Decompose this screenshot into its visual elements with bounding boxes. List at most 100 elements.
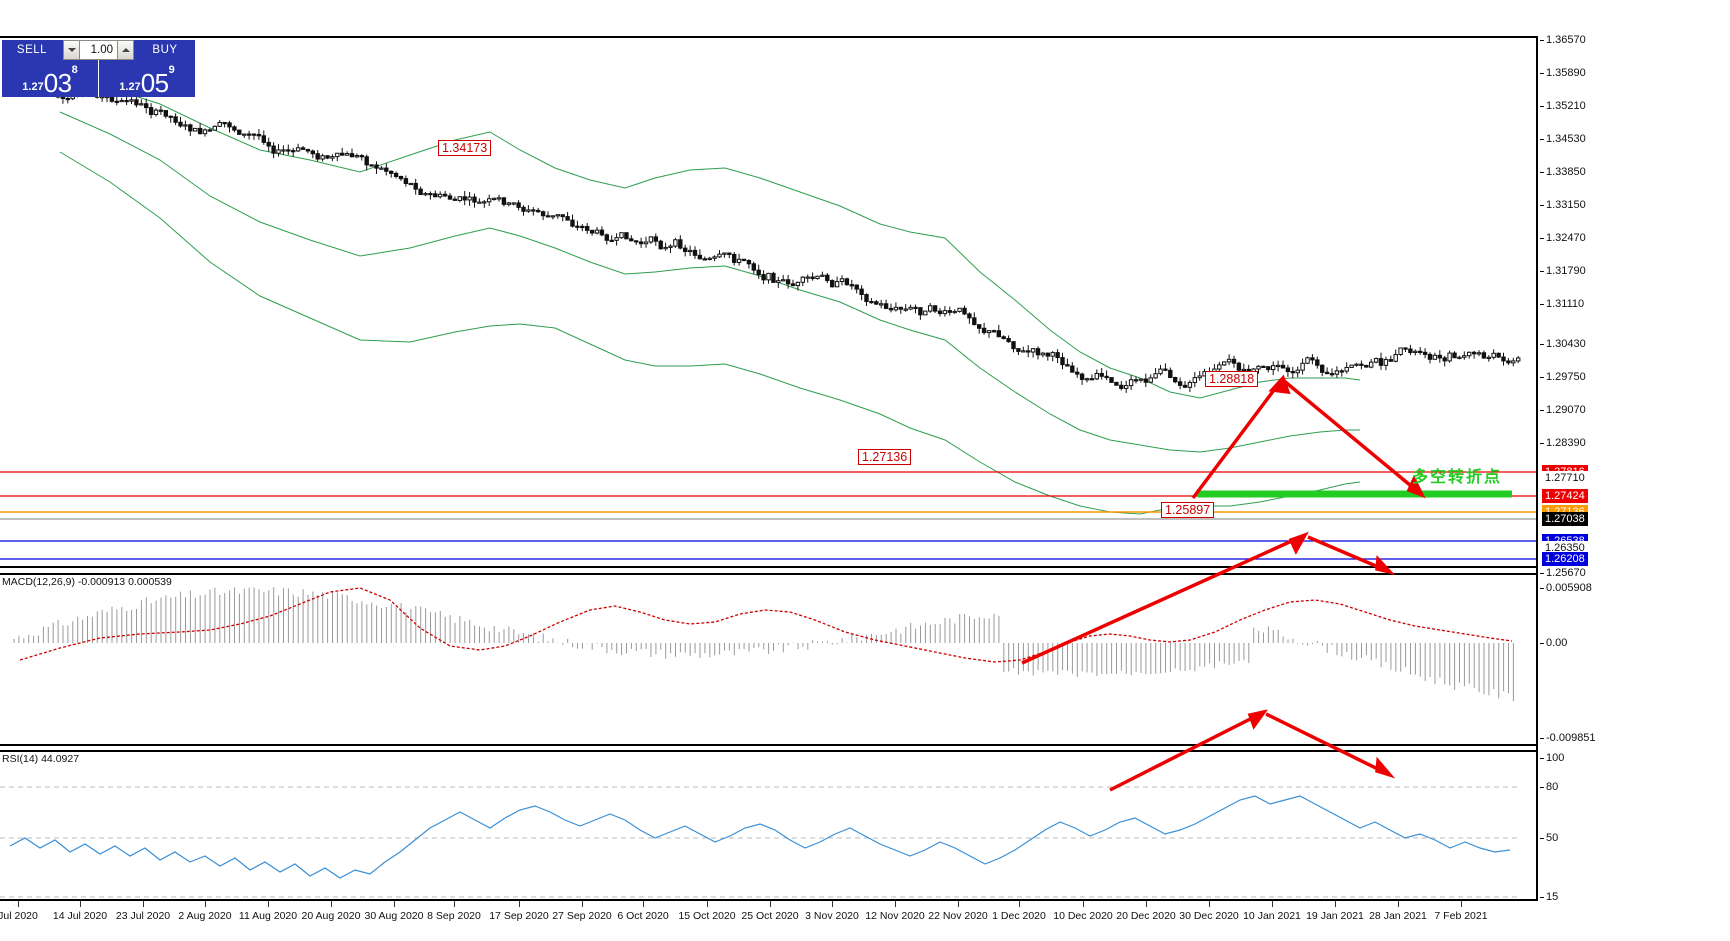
chart-price-label[interactable]: 1.27136 (858, 449, 912, 465)
price-tick: 1.35210 (1540, 100, 1586, 112)
one-click-trading-panel[interactable]: SELL 1.00 BUY 1.27 03 8 1.27 05 9 (2, 40, 195, 97)
time-axis-label: 11 Aug 2020 (238, 910, 298, 922)
price-tick: 1.31790 (1540, 265, 1586, 277)
price-tick: 1.31110 (1539, 298, 1585, 310)
chinese-annotation: 多空转折点 (1412, 469, 1503, 486)
time-tick (1461, 901, 1462, 907)
time-axis-label: 2 Aug 2020 (178, 910, 232, 922)
time-tick (1335, 901, 1336, 907)
macd-tick: 0.00 (1539, 637, 1568, 649)
chart-area[interactable]: 1.34173 1.28818 1.27136 1.25897 多空转折点 MACD(… (0, 0, 1730, 922)
price-tick: 1.29070 (1540, 404, 1586, 416)
time-axis-label: 8 Sep 2020 (427, 910, 481, 922)
time-axis-label: Jul 2020 (0, 910, 38, 922)
sell-price-display[interactable]: 1.27 03 8 (2, 60, 98, 97)
price-tick: 1.36570 (1540, 34, 1586, 46)
volume-input[interactable]: 1.00 (80, 40, 117, 60)
buy-price-sup: 9 (168, 64, 175, 76)
time-tick (331, 901, 332, 907)
sell-price-sup: 8 (71, 64, 78, 76)
price-tick: 1.29750 (1540, 371, 1586, 383)
price-tick: 1.32470 (1540, 232, 1586, 244)
time-axis-label: 22 Nov 2020 (928, 910, 988, 922)
time-tick (582, 901, 583, 907)
buy-price-prefix: 1.27 (119, 81, 141, 93)
sell-button[interactable]: SELL (2, 40, 62, 60)
time-axis-label: 3 Nov 2020 (805, 910, 859, 922)
time-axis-label: 30 Aug 2020 (364, 910, 424, 922)
price-level-tag[interactable]: 1.27038 (1542, 512, 1588, 526)
time-axis-label: 28 Jan 2021 (1369, 910, 1427, 922)
buy-price-main: 05 (140, 68, 169, 98)
macd-indicator-label: MACD(12,26,9) -0.000913 0.000539 (2, 576, 172, 588)
time-tick (643, 901, 644, 907)
time-axis-label: 7 Feb 2021 (1434, 910, 1488, 922)
chart-price-label[interactable]: 1.25897 (1161, 502, 1215, 518)
time-tick (895, 901, 896, 907)
chart-price-label[interactable]: 1.28818 (1205, 371, 1259, 387)
time-axis-label: 27 Sep 2020 (552, 910, 612, 922)
time-tick (205, 901, 206, 907)
volume-increase-button[interactable] (117, 40, 134, 60)
time-tick (18, 901, 19, 907)
rsi-indicator-label: RSI(14) 44.0927 (2, 753, 80, 765)
time-tick (770, 901, 771, 907)
time-tick (958, 901, 959, 907)
time-tick (1083, 901, 1084, 907)
time-axis-label: 30 Dec 2020 (1179, 910, 1239, 922)
time-tick (707, 901, 708, 907)
sell-price-main: 03 (43, 68, 72, 98)
time-tick (143, 901, 144, 907)
time-tick (1209, 901, 1210, 907)
time-axis-label: 10 Dec 2020 (1053, 910, 1113, 922)
time-tick (832, 901, 833, 907)
time-axis-label: 20 Aug 2020 (301, 910, 361, 922)
time-tick (454, 901, 455, 907)
time-axis-label: 17 Sep 2020 (489, 910, 549, 922)
price-tick: 1.33150 (1540, 199, 1586, 211)
time-axis-label: 20 Dec 2020 (1116, 910, 1176, 922)
price-tick: 1.28390 (1540, 437, 1586, 449)
rsi-tick: 80 (1539, 781, 1559, 793)
time-axis-label: 15 Oct 2020 (678, 910, 736, 922)
time-tick (1146, 901, 1147, 907)
one-click-price-row: 1.27 03 8 1.27 05 9 (2, 60, 195, 97)
price-tick: 1.30430 (1540, 338, 1586, 350)
price-level-tag[interactable]: 1.26350 (1542, 541, 1588, 555)
price-tick: 1.25670 (1540, 567, 1586, 579)
rsi-tick: 50 (1539, 832, 1559, 844)
time-axis-label: 23 Jul 2020 (115, 910, 171, 922)
buy-button[interactable]: BUY (135, 40, 195, 60)
price-tick: 1.34530 (1540, 133, 1586, 145)
time-tick (394, 901, 395, 907)
one-click-top-row: SELL 1.00 BUY (2, 40, 195, 60)
macd-tick: 0.005908 (1540, 582, 1592, 594)
time-axis-label: 14 Jul 2020 (52, 910, 108, 922)
time-tick (80, 901, 81, 907)
time-tick (1019, 901, 1020, 907)
price-tick: 1.35890 (1540, 67, 1586, 79)
price-level-tag[interactable]: 1.26208 (1542, 552, 1588, 566)
rsi-tick: 100 (1539, 752, 1565, 764)
time-axis-label: 19 Jan 2021 (1306, 910, 1364, 922)
buy-price-display[interactable]: 1.27 05 9 (99, 60, 195, 97)
time-tick (519, 901, 520, 907)
time-axis-label: 6 Oct 2020 (617, 910, 669, 922)
price-tick: 1.33850 (1540, 166, 1586, 178)
rsi-tick: 15 (1539, 891, 1559, 903)
time-axis-label: 12 Nov 2020 (865, 910, 925, 922)
chart-price-label[interactable]: 1.34173 (438, 140, 492, 156)
macd-tick: -0.009851 (1540, 732, 1596, 744)
volume-stepper[interactable]: 1.00 (62, 40, 135, 60)
volume-decrease-button[interactable] (63, 40, 80, 60)
price-level-tag[interactable]: 1.27710 (1542, 471, 1588, 485)
price-level-tag[interactable]: 1.27424 (1542, 489, 1588, 503)
time-tick (1398, 901, 1399, 907)
sell-price-prefix: 1.27 (22, 81, 44, 93)
time-axis-label: 1 Dec 2020 (992, 910, 1046, 922)
time-tick (1272, 901, 1273, 907)
time-axis-label: 25 Oct 2020 (741, 910, 799, 922)
time-tick (268, 901, 269, 907)
time-axis-label: 10 Jan 2021 (1243, 910, 1301, 922)
